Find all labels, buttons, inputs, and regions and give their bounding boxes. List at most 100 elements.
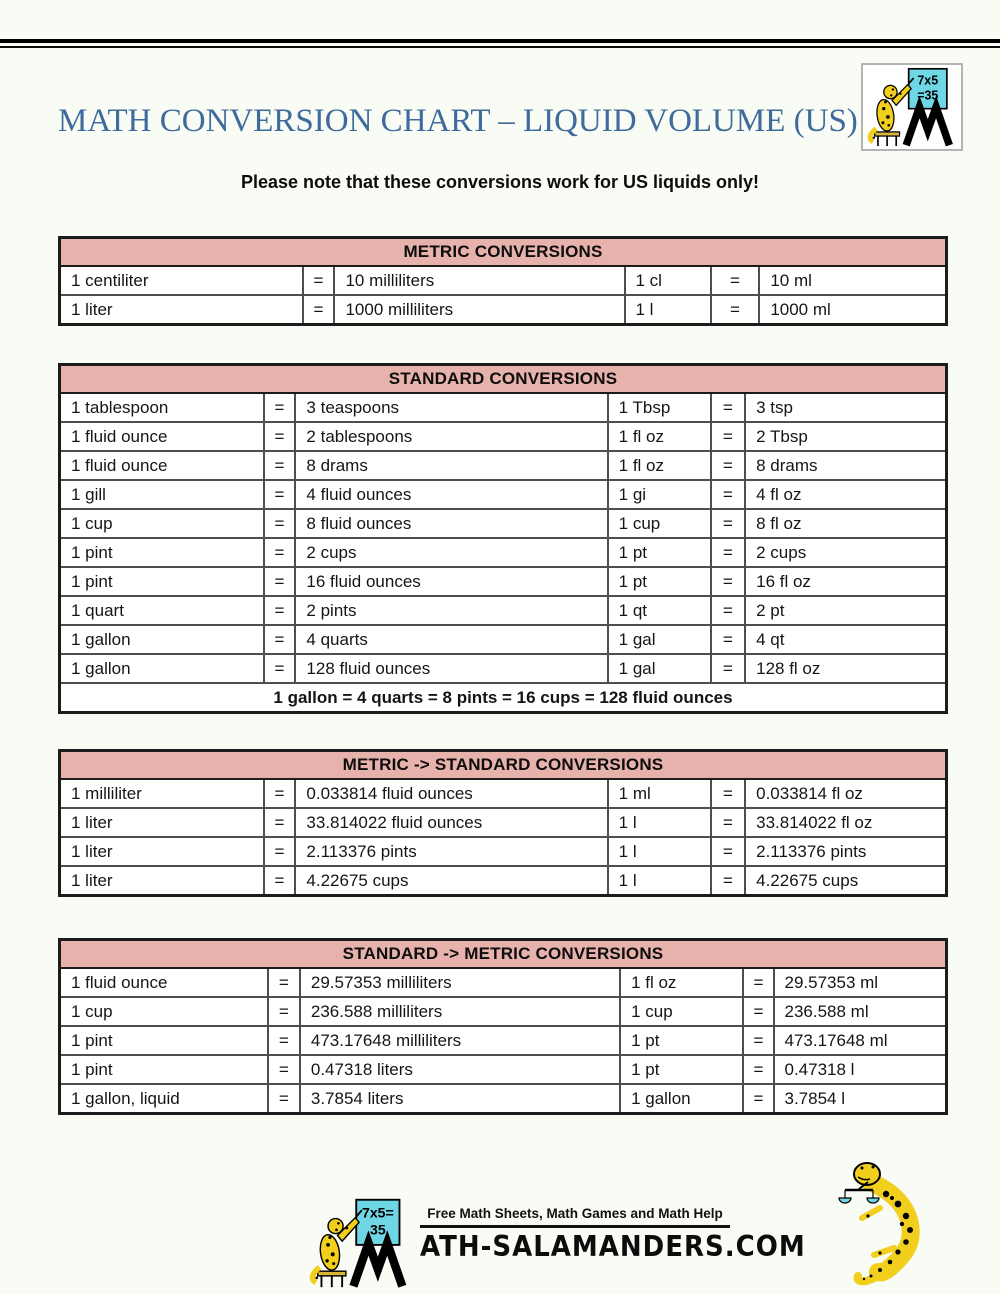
conversion-table: METRIC CONVERSIONS 1 centiliter = 10 millil… — [58, 236, 948, 326]
cell: 1 fluid ounce — [58, 450, 265, 481]
table-row: 1 fluid ounce = 2 tablespoons 1 fl oz = 2 Tbs… — [58, 421, 948, 452]
cell: = — [709, 265, 761, 296]
cell: 10 ml — [758, 265, 948, 296]
cell: 1 gallon — [58, 653, 265, 684]
cell: 473.17648 ml — [772, 1025, 948, 1056]
cell: 1 Tbsp — [606, 392, 712, 423]
cell: 1 qt — [606, 595, 712, 626]
table-row: 1 gill = 4 fluid ounces 1 gi = 4 fl oz — [58, 479, 948, 510]
cell: 128 fluid ounces — [294, 653, 609, 684]
cell: = — [262, 807, 297, 838]
cell: 1 pt — [606, 566, 712, 597]
footer-logo-text: Free Math Sheets, Math Games and Math He… — [420, 1196, 806, 1264]
cell: 16 fl oz — [744, 566, 948, 597]
cell: 8 fl oz — [744, 508, 948, 539]
cell: 1 pint — [58, 537, 265, 568]
cell: = — [266, 1025, 301, 1056]
cell: 1 gallon — [58, 624, 265, 655]
cell: 1 cup — [606, 508, 712, 539]
cell: 1 ml — [606, 778, 712, 809]
standard-to-metric-table: STANDARD -> METRIC CONVERSIONS 1 fluid ou… — [58, 938, 948, 1115]
board-text-line1: 7x5 — [917, 74, 938, 88]
table-row: 1 cup = 8 fluid ounces 1 cup = 8 fl oz — [58, 508, 948, 539]
cell: 4.22675 cups — [294, 865, 609, 897]
cell: = — [266, 967, 301, 998]
table-row: 1 gallon = 4 quarts 1 gal = 4 qt — [58, 624, 948, 655]
cell: 1 quart — [58, 595, 265, 626]
cell: 1 l — [606, 865, 712, 897]
cell: 2 tablespoons — [294, 421, 609, 452]
cell: 3.7854 liters — [298, 1083, 622, 1115]
cell: = — [262, 653, 297, 684]
footer-brand: ATH-SALAMANDERS.COM — [420, 1231, 806, 1264]
cell: 4 qt — [744, 624, 948, 655]
cell: = — [709, 392, 747, 423]
cell: 29.57353 ml — [772, 967, 948, 998]
cell: = — [262, 836, 297, 867]
cell: = — [742, 1054, 775, 1085]
cell: 10 milliliters — [333, 265, 626, 296]
cell: 1 cl — [623, 265, 712, 296]
cell: = — [262, 392, 297, 423]
cell: 4.22675 cups — [744, 865, 948, 897]
salamander-body — [861, 1173, 920, 1282]
cell: 2 pints — [294, 595, 609, 626]
standard-conversions-table: STANDARD CONVERSIONS 1 tablespoon = 3 teasp… — [58, 363, 948, 714]
table-title: METRIC -> STANDARD CONVERSIONS — [58, 749, 948, 780]
cell: 1 fluid ounce — [58, 967, 269, 998]
stool — [874, 131, 901, 137]
cell: = — [709, 865, 747, 897]
cell: = — [266, 1054, 301, 1085]
cell: 1 pint — [58, 1025, 269, 1056]
letter-m-easel — [902, 95, 953, 147]
cell: = — [262, 479, 297, 510]
cell: 8 fluid ounces — [294, 508, 609, 539]
math-salamanders-logo: 7x5 =35 — [861, 63, 963, 151]
table-row: 1 liter = 33.814022 fluid ounces 1 l = 33.814… — [58, 807, 948, 838]
conversion-table: METRIC -> STANDARD CONVERSIONS 1 millilit… — [58, 749, 948, 897]
cell: 1 fl oz — [606, 421, 712, 452]
cell: 473.17648 milliliters — [298, 1025, 622, 1056]
cell: 16 fluid ounces — [294, 566, 609, 597]
cell: = — [262, 450, 297, 481]
cell: 1 fl oz — [606, 450, 712, 481]
table-title: METRIC CONVERSIONS — [58, 236, 948, 267]
cell: = — [709, 566, 747, 597]
cell: 1 gi — [606, 479, 712, 510]
scale-pan-left — [838, 1197, 852, 1204]
cell: = — [266, 1083, 301, 1115]
table-title: STANDARD CONVERSIONS — [58, 363, 948, 394]
cell: 4 fl oz — [744, 479, 948, 510]
cell: 2 Tbsp — [744, 421, 948, 452]
cell: 1000 milliliters — [333, 294, 626, 326]
cell: = — [709, 537, 747, 568]
cell: = — [709, 778, 747, 809]
footer-rule — [420, 1225, 730, 1228]
cell: 128 fl oz — [744, 653, 948, 684]
cell: = — [709, 807, 747, 838]
cell: = — [262, 865, 297, 897]
cell: = — [709, 836, 747, 867]
cell: = — [709, 421, 747, 452]
cell: 1 pint — [58, 1054, 269, 1085]
cell: = — [709, 508, 747, 539]
cell: = — [262, 566, 297, 597]
board-text-line2: 35 — [370, 1222, 386, 1238]
cell: 1 gallon, liquid — [58, 1083, 269, 1115]
table-row: 1 quart = 2 pints 1 qt = 2 pt — [58, 595, 948, 626]
table-row: 1 gallon, liquid = 3.7854 liters 1 gallon = 3… — [58, 1083, 948, 1115]
cell: 1 gill — [58, 479, 265, 510]
letter-m-easel — [349, 1230, 407, 1288]
cell: = — [709, 653, 747, 684]
cell: 8 drams — [294, 450, 609, 481]
cell: 1 tablespoon — [58, 392, 265, 423]
cell: = — [301, 265, 336, 296]
cell: = — [742, 1025, 775, 1056]
table-row: 1 gallon = 128 fluid ounces 1 gal = 128 fl oz — [58, 653, 948, 684]
salamander-teacher-icon: 7x5 =35 — [867, 67, 953, 147]
cell: 1 gal — [606, 624, 712, 655]
cell: 1 liter — [58, 865, 265, 897]
cell: = — [262, 624, 297, 655]
cell: 3.7854 l — [772, 1083, 948, 1115]
